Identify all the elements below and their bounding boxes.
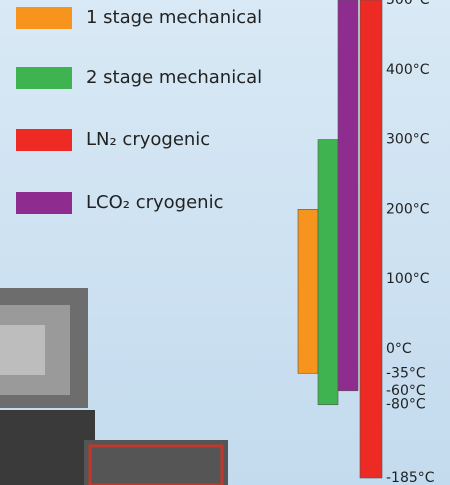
legend-swatch bbox=[16, 192, 72, 214]
legend-label: 1 stage mechanical bbox=[86, 7, 262, 28]
y-tick-label: 400°C bbox=[386, 62, 430, 78]
y-tick-label: 200°C bbox=[386, 201, 430, 217]
chart: 500°C400°C300°C200°C100°C0°C-35°C-60°C-8… bbox=[0, 0, 450, 485]
range-bar bbox=[318, 140, 338, 405]
range-bar bbox=[360, 0, 382, 478]
y-tick-label: 100°C bbox=[386, 271, 430, 287]
y-tick-label: -185°C bbox=[386, 470, 435, 485]
y-tick-label: 300°C bbox=[386, 132, 430, 148]
y-tick-label: -80°C bbox=[386, 397, 426, 413]
legend-swatch bbox=[16, 7, 72, 29]
range-bar bbox=[338, 0, 358, 391]
y-tick-label: -35°C bbox=[386, 365, 426, 381]
legend-swatch bbox=[16, 67, 72, 89]
legend-label: LN₂ cryogenic bbox=[86, 129, 210, 150]
legend-label: 2 stage mechanical bbox=[86, 67, 262, 88]
legend-label: LCO₂ cryogenic bbox=[86, 192, 223, 213]
legend-swatch bbox=[16, 129, 72, 151]
y-tick-label: 500°C bbox=[386, 0, 430, 8]
range-bar bbox=[298, 209, 318, 373]
y-tick-label: 0°C bbox=[386, 341, 412, 357]
